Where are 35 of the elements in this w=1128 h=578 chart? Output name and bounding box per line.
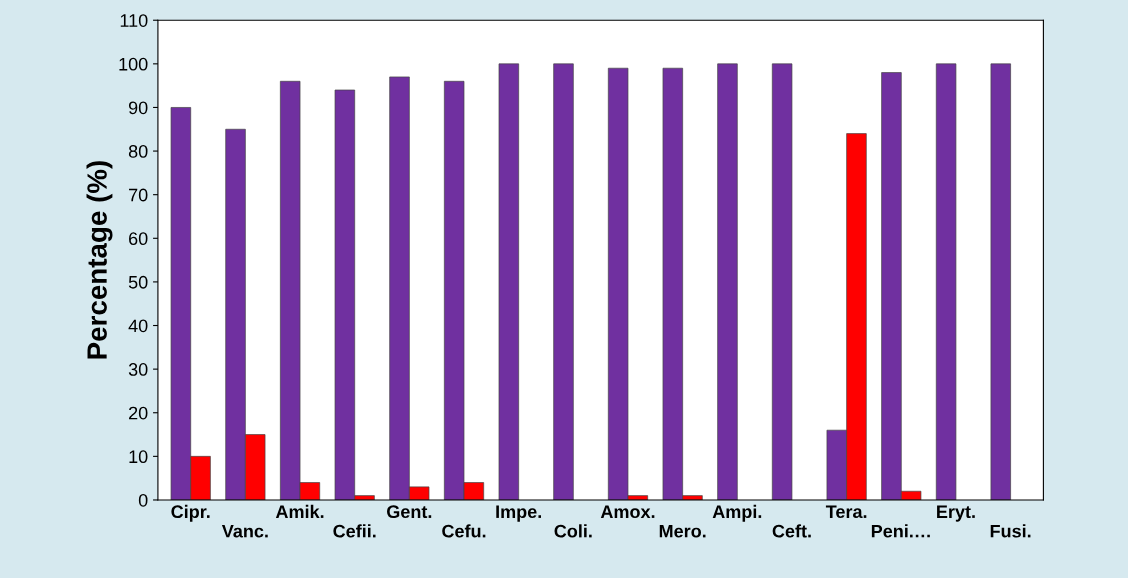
y-tick-label: 0 [138,493,148,507]
x-tick-label: Mero. [659,524,706,538]
y-tick-label: 10 [129,450,148,464]
x-tick-label: Cefu. [442,524,486,538]
x-tick-label: Impe. [496,505,542,522]
y-tick-label: 50 [128,275,148,289]
x-tick-label: Cipr. [171,504,210,522]
y-tick-label: 80 [128,145,148,158]
bar [935,63,957,500]
bar [498,63,520,500]
x-tick-label: Ceft. [772,524,811,538]
y-tick-label: 20 [129,406,148,420]
bar [553,63,574,500]
bar [717,63,738,500]
x-tick-label: Cefii. [333,524,376,538]
x-tick-label: Vanc. [221,524,268,538]
x-tick-label: Ampi. [712,504,762,522]
y-tick-label: 110 [120,14,148,27]
y-axis-title: Percentage (%) [86,161,113,359]
y-tick-label: 40 [128,319,148,333]
bar [771,63,793,500]
bar [990,63,1011,500]
x-tick-label: Peni.… [871,524,930,538]
x-tick-label: Amox. [600,505,655,519]
x-tick-label: Fusi. [990,524,1031,538]
x-tick-label: Eryt. [937,505,975,522]
y-tick-label: 90 [128,101,148,115]
y-tick-label: 70 [129,188,148,202]
y-tick-label: 60 [129,232,148,246]
y-tick-label: 100 [119,57,148,71]
x-tick-label: Tera. [825,505,867,519]
x-tick-label: Coli. [554,524,592,538]
x-tick-label: Amik. [275,504,324,518]
x-tick-label: Gent. [387,505,432,519]
y-tick-label: 30 [128,363,148,376]
